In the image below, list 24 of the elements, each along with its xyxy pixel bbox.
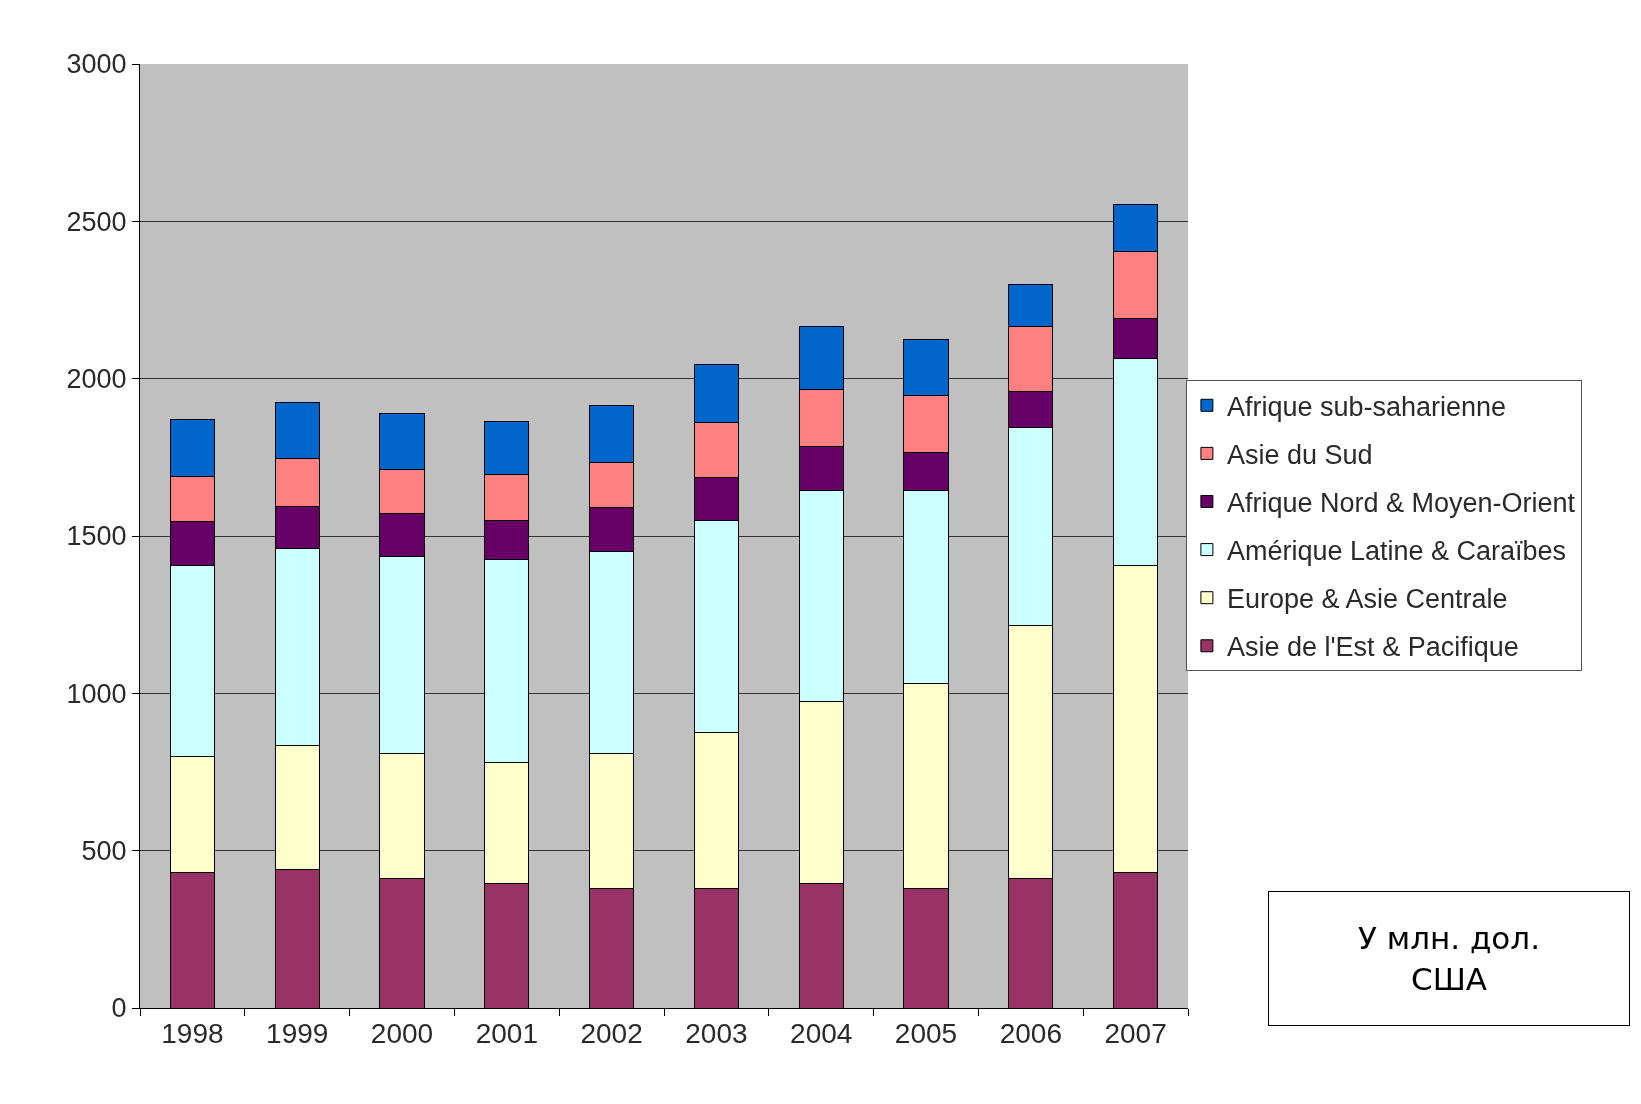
legend-label: Amérique Latine & Caraïbes [1226, 536, 1567, 567]
legend-label: Afrique sub-saharienne [1226, 391, 1507, 422]
y-tick-label: 1500 [66, 521, 127, 552]
x-tick-label: 2007 [1104, 1017, 1167, 1049]
y-tick-label: 1000 [66, 678, 127, 709]
x-tick-label: 1999 [266, 1017, 329, 1049]
text: У млн. дол. США [1358, 920, 1540, 997]
y-tick-label: 2500 [66, 206, 127, 237]
y-tick-label: 2000 [66, 364, 127, 395]
x-tick-label: 2002 [580, 1017, 643, 1049]
y-tick-label: 0 [111, 993, 127, 1024]
legend-label: Asie de l'Est & Pacifique [1226, 632, 1519, 663]
legend-label: Asie du Sud [1226, 439, 1373, 470]
x-tick-label: 2001 [475, 1017, 538, 1049]
y-tick-label: 500 [81, 836, 127, 867]
x-tick-label: 2005 [894, 1017, 958, 1049]
y-tick-label: 3000 [66, 49, 127, 80]
legend-label: Afrique Nord & Moyen-Orient [1226, 488, 1576, 519]
x-tick-label: 2004 [790, 1017, 853, 1049]
x-tick-label: 2003 [685, 1017, 748, 1049]
legend-label: Europe & Asie Centrale [1226, 584, 1508, 615]
x-tick-label: 1998 [161, 1017, 224, 1049]
x-tick-label: 2006 [999, 1017, 1062, 1049]
x-tick-label: 2000 [370, 1017, 434, 1049]
